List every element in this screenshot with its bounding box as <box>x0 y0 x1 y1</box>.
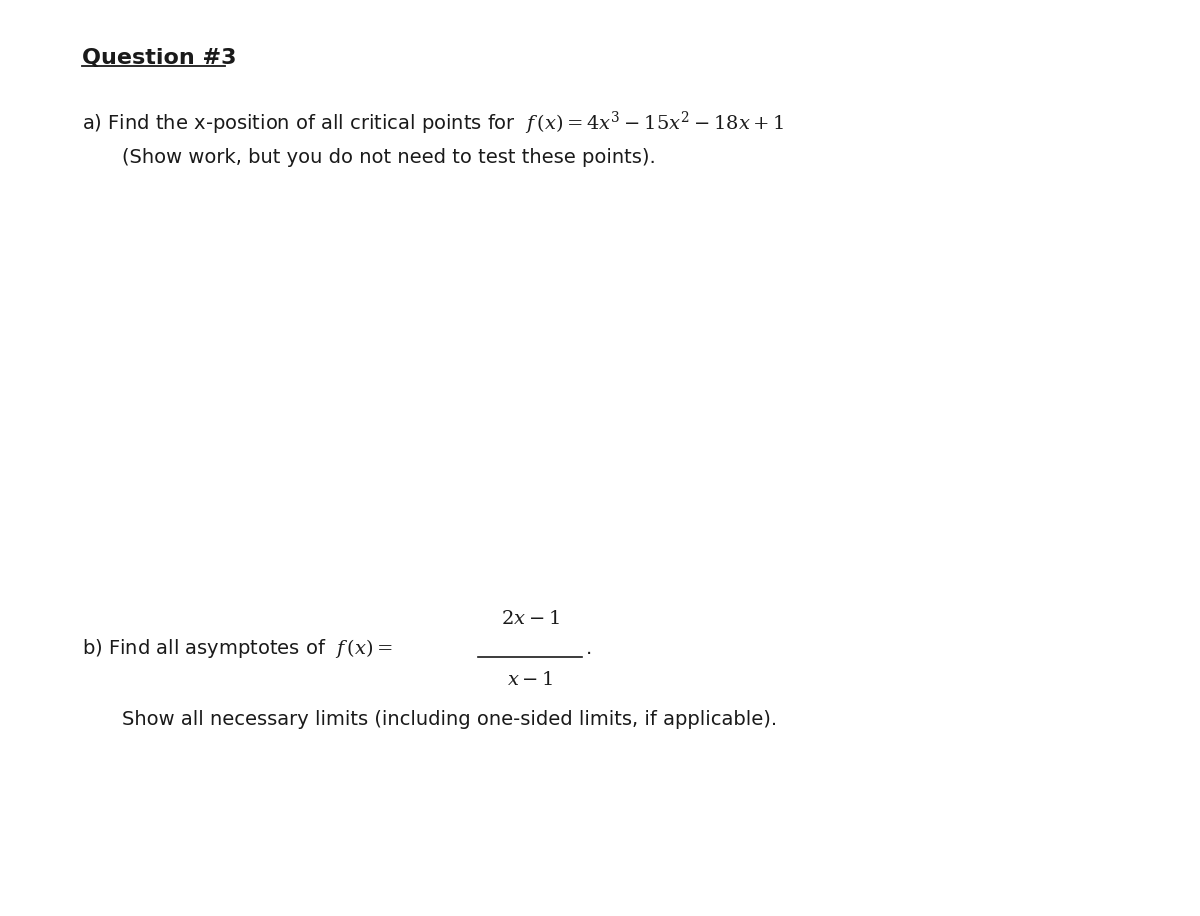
Text: a) Find the x-position of all critical points for  $f\,(x) = 4x^3 - 15x^2 - 18x : a) Find the x-position of all critical p… <box>82 110 785 137</box>
Text: Question #3: Question #3 <box>82 48 236 68</box>
Text: $x - 1$: $x - 1$ <box>506 670 553 689</box>
Text: .: . <box>586 638 593 658</box>
Text: (Show work, but you do not need to test these points).: (Show work, but you do not need to test … <box>122 148 655 167</box>
Text: b) Find all asymptotes of  $f\,(x) =$: b) Find all asymptotes of $f\,(x) =$ <box>82 637 394 660</box>
Text: $2x - 1$: $2x - 1$ <box>500 609 559 628</box>
Text: Show all necessary limits (including one-sided limits, if applicable).: Show all necessary limits (including one… <box>122 710 778 729</box>
